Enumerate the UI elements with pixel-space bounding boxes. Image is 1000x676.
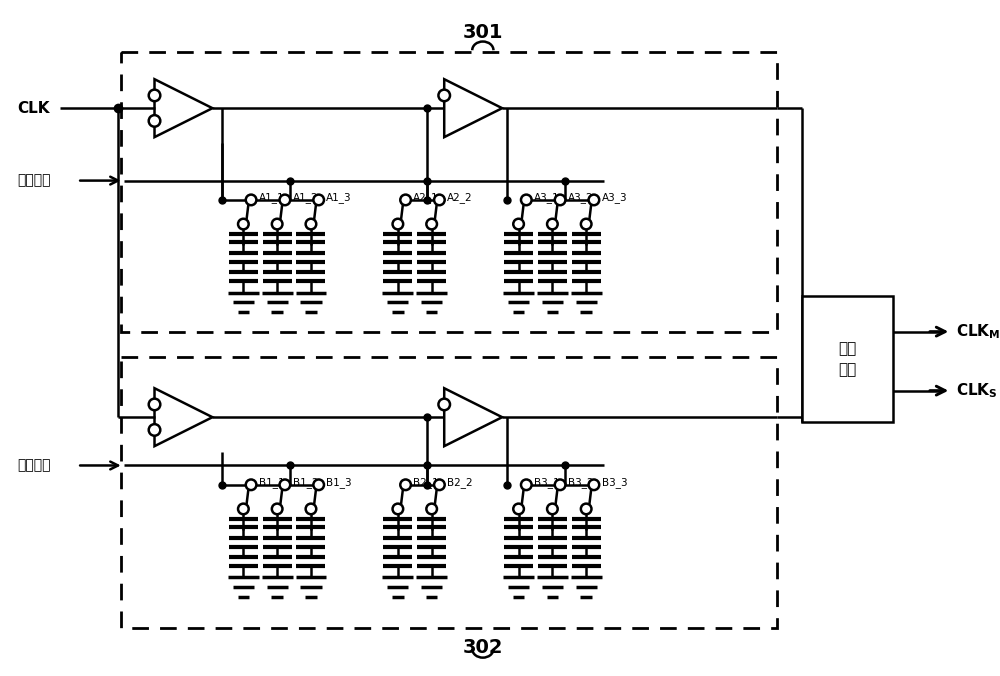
Text: B1_1: B1_1	[259, 477, 284, 488]
Circle shape	[238, 219, 249, 229]
Text: A3_1: A3_1	[534, 193, 560, 203]
Circle shape	[438, 399, 450, 410]
Text: A2_1: A2_1	[413, 193, 439, 203]
Text: CLK$_\mathregular{M}$: CLK$_\mathregular{M}$	[956, 322, 1000, 341]
Text: 302: 302	[463, 637, 503, 656]
Text: A1_3: A1_3	[326, 193, 352, 203]
Circle shape	[149, 399, 160, 410]
Text: 控制信号: 控制信号	[17, 458, 51, 473]
Text: 301: 301	[463, 24, 503, 43]
Circle shape	[521, 195, 532, 206]
Text: B2_2: B2_2	[447, 477, 473, 488]
Circle shape	[521, 479, 532, 490]
Text: B3_1: B3_1	[534, 477, 560, 488]
Circle shape	[547, 219, 558, 229]
Circle shape	[400, 195, 411, 206]
Circle shape	[589, 195, 599, 206]
Text: B3_3: B3_3	[602, 477, 627, 488]
Circle shape	[313, 195, 324, 206]
Text: CLK$_\mathregular{S}$: CLK$_\mathregular{S}$	[956, 381, 998, 400]
Circle shape	[306, 504, 316, 514]
Circle shape	[555, 479, 565, 490]
Circle shape	[547, 504, 558, 514]
Text: 其他
电路: 其他 电路	[838, 341, 857, 377]
Circle shape	[581, 219, 591, 229]
Circle shape	[272, 219, 282, 229]
Circle shape	[434, 479, 445, 490]
Circle shape	[555, 195, 565, 206]
Circle shape	[280, 479, 290, 490]
Text: A1_1: A1_1	[259, 193, 284, 203]
Circle shape	[400, 479, 411, 490]
Text: B1_3: B1_3	[326, 477, 352, 488]
Text: A3_2: A3_2	[568, 193, 593, 203]
Circle shape	[280, 195, 290, 206]
Circle shape	[426, 219, 437, 229]
Text: B3_2: B3_2	[568, 477, 593, 488]
Text: B2_1: B2_1	[413, 477, 439, 488]
Circle shape	[438, 90, 450, 101]
Circle shape	[238, 504, 249, 514]
Text: 控制信号: 控制信号	[17, 174, 51, 188]
Circle shape	[246, 195, 256, 206]
Circle shape	[393, 504, 403, 514]
Circle shape	[272, 504, 282, 514]
Circle shape	[581, 504, 591, 514]
Circle shape	[513, 219, 524, 229]
Circle shape	[306, 219, 316, 229]
Circle shape	[513, 504, 524, 514]
Circle shape	[149, 115, 160, 126]
Text: CLK: CLK	[17, 101, 50, 116]
Text: A3_3: A3_3	[602, 193, 627, 203]
Circle shape	[426, 504, 437, 514]
Text: A1_2: A1_2	[293, 193, 318, 203]
Circle shape	[149, 424, 160, 436]
Circle shape	[589, 479, 599, 490]
Text: A2_2: A2_2	[447, 193, 473, 203]
Circle shape	[393, 219, 403, 229]
Text: B1_2: B1_2	[293, 477, 318, 488]
Circle shape	[246, 479, 256, 490]
Circle shape	[313, 479, 324, 490]
Circle shape	[149, 90, 160, 101]
Circle shape	[434, 195, 445, 206]
FancyBboxPatch shape	[802, 297, 893, 422]
